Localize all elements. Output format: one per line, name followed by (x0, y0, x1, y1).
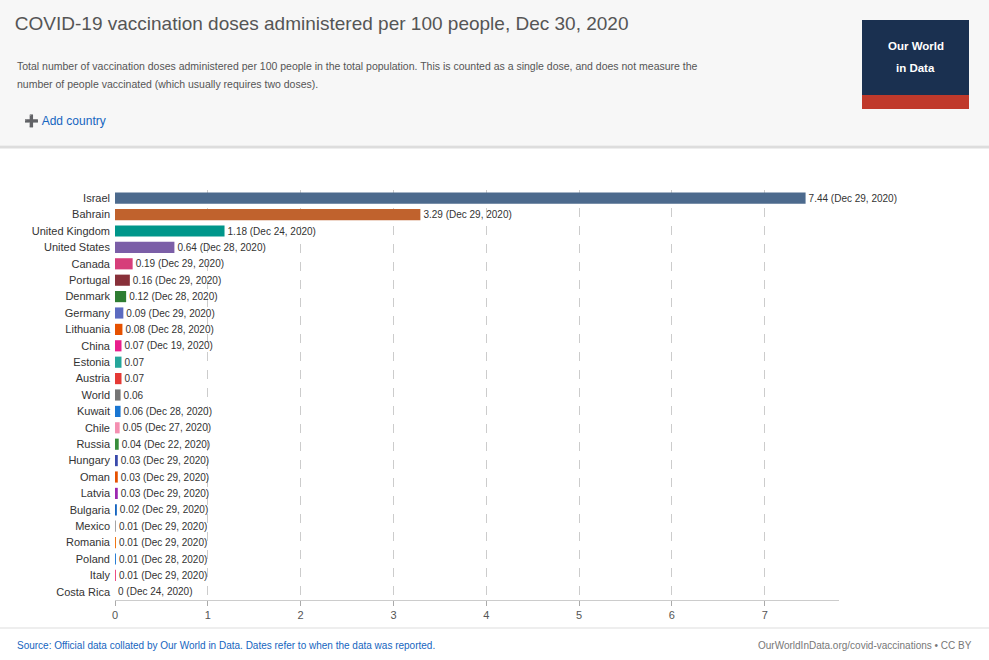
svg-text:Source: Official data collated: Source: Official data collated by Our Wo… (17, 640, 435, 651)
svg-text:Russia: Russia (76, 438, 111, 450)
svg-text:0.09 (Dec 29, 2020): 0.09 (Dec 29, 2020) (126, 308, 214, 319)
svg-text:3.29 (Dec 29, 2020): 3.29 (Dec 29, 2020) (423, 209, 511, 220)
svg-text:Oman: Oman (80, 471, 110, 483)
svg-text:Chile: Chile (85, 422, 110, 434)
svg-text:0.01 (Dec 29, 2020): 0.01 (Dec 29, 2020) (119, 537, 207, 548)
svg-text:0.08 (Dec 28, 2020): 0.08 (Dec 28, 2020) (125, 324, 213, 335)
svg-text:0.07 (Dec 19, 2020): 0.07 (Dec 19, 2020) (125, 340, 213, 351)
svg-text:0.03 (Dec 29, 2020): 0.03 (Dec 29, 2020) (121, 455, 209, 466)
svg-text:0.06: 0.06 (124, 390, 144, 401)
svg-text:0.19 (Dec 29, 2020): 0.19 (Dec 29, 2020) (136, 258, 224, 269)
svg-text:OurWorldInData.org/covid-vacci: OurWorldInData.org/covid-vaccinations • … (758, 640, 972, 651)
svg-text:0.05 (Dec 27, 2020): 0.05 (Dec 27, 2020) (123, 422, 211, 433)
svg-text:Lithuania: Lithuania (65, 323, 111, 335)
svg-text:0.64 (Dec 28, 2020): 0.64 (Dec 28, 2020) (177, 242, 265, 253)
svg-text:2: 2 (298, 609, 304, 621)
svg-text:5: 5 (576, 609, 582, 621)
svg-text:Hungary: Hungary (68, 454, 110, 466)
svg-text:0.01 (Dec 29, 2020): 0.01 (Dec 29, 2020) (119, 521, 207, 532)
svg-text:number of people vaccinated (w: number of people vaccinated (which usual… (17, 78, 318, 90)
svg-text:Israel: Israel (83, 192, 110, 204)
svg-text:Canada: Canada (71, 258, 110, 270)
svg-text:Latvia: Latvia (81, 487, 111, 499)
svg-text:Bulgaria: Bulgaria (70, 504, 111, 516)
svg-text:Germany: Germany (65, 307, 111, 319)
svg-text:7.44 (Dec 29, 2020): 7.44 (Dec 29, 2020) (809, 193, 897, 204)
svg-text:0.01 (Dec 28, 2020): 0.01 (Dec 28, 2020) (119, 554, 207, 565)
svg-text:0.04 (Dec 22, 2020): 0.04 (Dec 22, 2020) (122, 439, 210, 450)
svg-text:0.02 (Dec 29, 2020): 0.02 (Dec 29, 2020) (120, 504, 208, 515)
svg-text:China: China (81, 340, 111, 352)
svg-text:Denmark: Denmark (65, 290, 110, 302)
svg-text:COVID-19 vaccination doses adm: COVID-19 vaccination doses administered … (15, 13, 629, 34)
svg-text:➕ Add country: ➕ Add country (24, 114, 106, 128)
svg-text:1: 1 (205, 609, 211, 621)
svg-text:0: 0 (112, 609, 118, 621)
svg-text:0.12 (Dec 28, 2020): 0.12 (Dec 28, 2020) (129, 291, 217, 302)
svg-text:Costa Rica: Costa Rica (56, 586, 111, 598)
svg-text:Estonia: Estonia (73, 356, 111, 368)
svg-text:0 (Dec 24, 2020): 0 (Dec 24, 2020) (118, 586, 193, 597)
svg-text:0.01 (Dec 29, 2020): 0.01 (Dec 29, 2020) (119, 570, 207, 581)
svg-text:Bahrain: Bahrain (72, 208, 110, 220)
svg-text:Total number of vaccination do: Total number of vaccination doses admini… (17, 60, 698, 72)
svg-text:3: 3 (390, 609, 396, 621)
svg-text:Austria: Austria (76, 372, 111, 384)
svg-text:Italy: Italy (90, 569, 111, 581)
svg-text:Poland: Poland (76, 553, 110, 565)
svg-text:Mexico: Mexico (75, 520, 110, 532)
svg-text:0.03 (Dec 29, 2020): 0.03 (Dec 29, 2020) (121, 488, 209, 499)
svg-text:Kuwait: Kuwait (77, 405, 110, 417)
svg-text:World: World (81, 389, 110, 401)
svg-text:Portugal: Portugal (69, 274, 110, 286)
svg-text:4: 4 (483, 609, 489, 621)
svg-text:Romania: Romania (66, 536, 111, 548)
svg-text:1.18 (Dec 24, 2020): 1.18 (Dec 24, 2020) (228, 226, 316, 237)
svg-text:7: 7 (762, 609, 768, 621)
svg-text:United States: United States (44, 241, 111, 253)
svg-text:0.07: 0.07 (125, 357, 145, 368)
svg-text:0.03 (Dec 29, 2020): 0.03 (Dec 29, 2020) (121, 472, 209, 483)
svg-text:0.06 (Dec 28, 2020): 0.06 (Dec 28, 2020) (124, 406, 212, 417)
svg-text:Our World: Our World (888, 40, 944, 52)
svg-text:0.16 (Dec 29, 2020): 0.16 (Dec 29, 2020) (133, 275, 221, 286)
svg-text:0.07: 0.07 (125, 373, 145, 384)
svg-text:in Data: in Data (896, 62, 935, 74)
svg-text:United Kingdom: United Kingdom (32, 225, 110, 237)
svg-text:6: 6 (669, 609, 675, 621)
